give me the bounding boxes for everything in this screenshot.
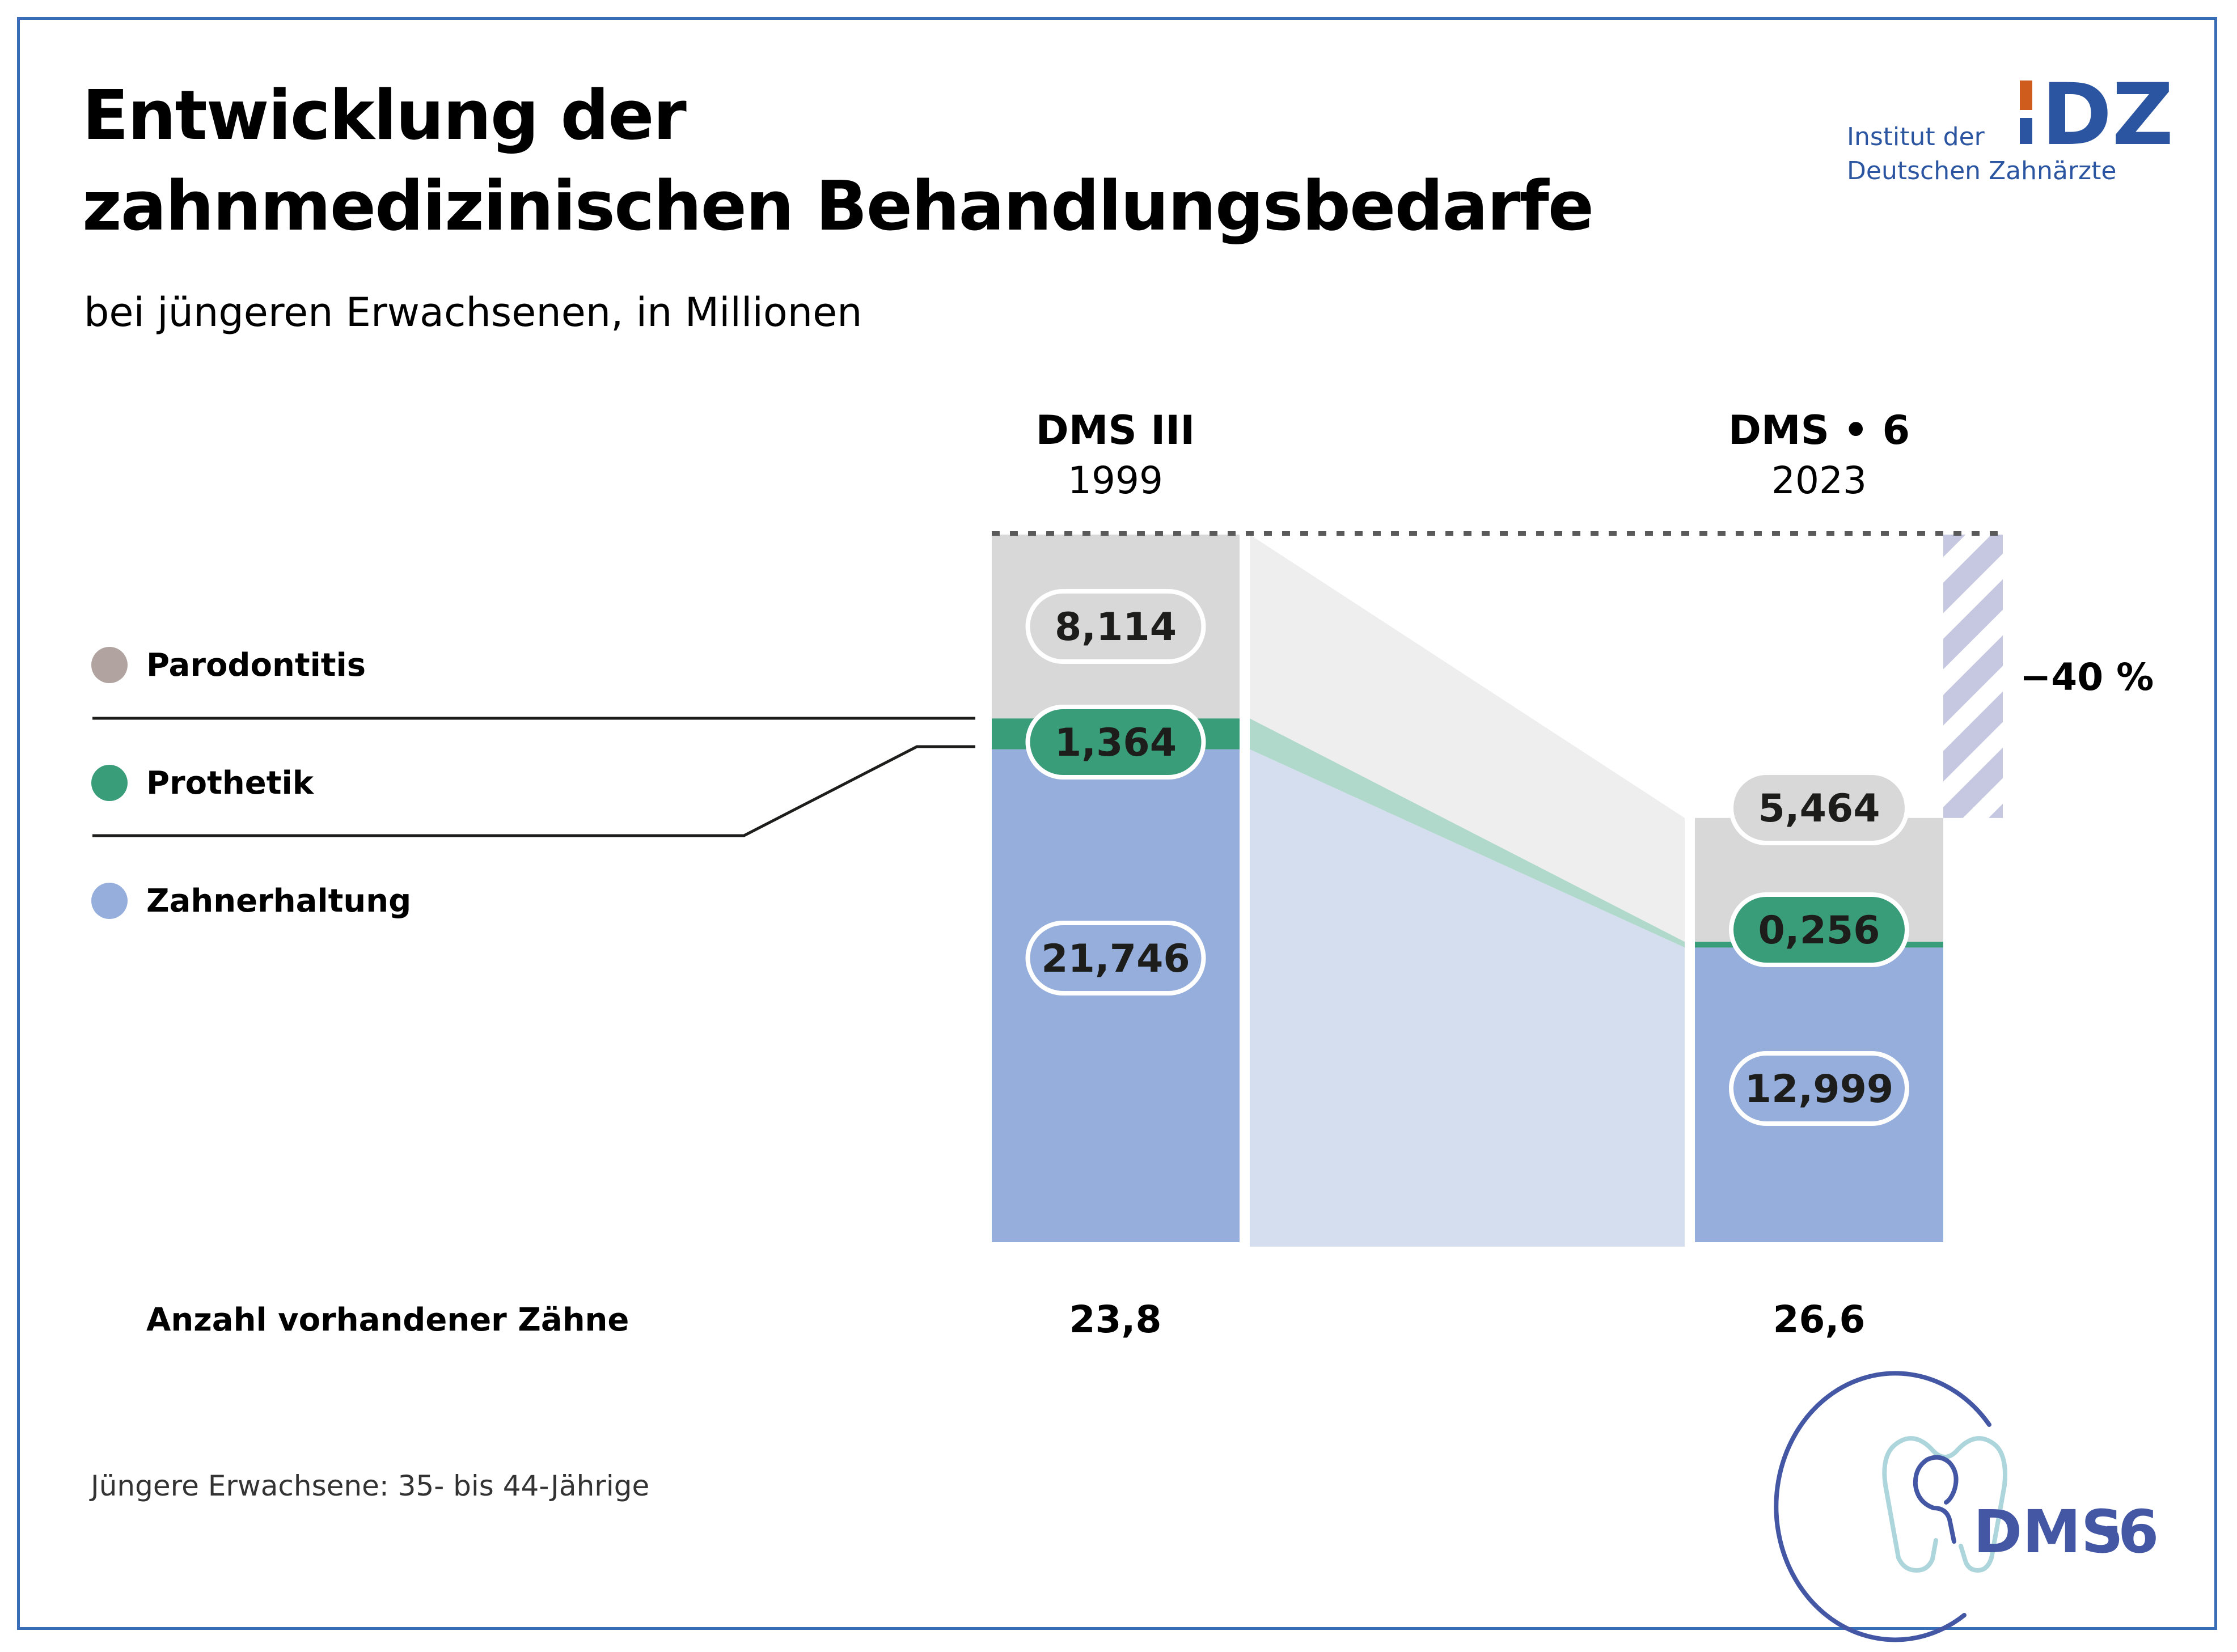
flow-zahnerhaltung bbox=[1250, 749, 1685, 1247]
bar-zahnerhaltung-1999 bbox=[992, 749, 1240, 1242]
column-header-dms3: DMS III bbox=[1036, 407, 1195, 454]
idz-logo-line2: Deutschen Zahnärzte bbox=[1847, 156, 2116, 185]
value-parodontitis-2023-label: 5,464 bbox=[1758, 786, 1880, 831]
legend-leader-line-bottom bbox=[92, 745, 975, 837]
page-title-line1: Entwicklung der bbox=[82, 77, 687, 155]
legend-label-zahnerhaltung: Zahnerhaltung bbox=[146, 883, 411, 920]
legend-dot-zahnerhaltung bbox=[91, 883, 128, 919]
value-parodontitis-1999-pill bbox=[1025, 589, 1206, 664]
idz-logo-line1: Institut der bbox=[1847, 122, 1985, 151]
value-parodontitis-1999-label: 8,114 bbox=[1055, 605, 1177, 650]
page-title-line2: zahnmedizinischen Behandlungsbedarfe bbox=[82, 167, 1593, 246]
flow-prothetik bbox=[1250, 718, 1685, 948]
value-parodontitis-2023-pill bbox=[1729, 770, 1909, 845]
column-year-2023: 2023 bbox=[1771, 459, 1867, 502]
teeth-count-2023: 26,6 bbox=[1773, 1298, 1866, 1341]
page-subtitle: bei jüngeren Erwachsenen, in Millionen bbox=[84, 289, 862, 336]
idz-logo-mark: DZ bbox=[2041, 66, 2173, 164]
value-prothetik-1999-pill bbox=[1025, 705, 1206, 780]
dms6-logo-dot: · bbox=[2101, 1497, 2124, 1566]
tooth-icon bbox=[1882, 1436, 2007, 1573]
legend-dot-parodontitis bbox=[91, 647, 128, 683]
idz-logo: DZ Institut der Deutschen Zahnärzte bbox=[1847, 66, 2173, 185]
footnote: Jüngere Erwachsene: 35- bis 44-Jährige bbox=[89, 1469, 649, 1502]
change-annotation: −40 % bbox=[2020, 655, 2154, 699]
idz-logo-i-bar bbox=[2020, 118, 2032, 144]
dms6-logo-text: DMS bbox=[1973, 1497, 2124, 1566]
flow-parodontitis bbox=[1250, 535, 1685, 942]
idz-logo-accent-bar bbox=[2020, 81, 2032, 110]
legend-label-parodontitis: Parodontitis bbox=[146, 647, 366, 684]
decrease-hatch-column bbox=[1943, 535, 2003, 818]
dms6-logo: DMS · 6 bbox=[1774, 1371, 2159, 1642]
value-prothetik-1999-label: 1,364 bbox=[1055, 721, 1177, 765]
column-header-dms6: DMS • 6 bbox=[1728, 407, 1910, 454]
dms6-logo-number: 6 bbox=[2118, 1497, 2159, 1566]
legend: Parodontitis Prothetik Zahnerhaltung bbox=[91, 647, 975, 920]
chart-frame bbox=[17, 17, 2217, 1630]
legend-dot-prothetik bbox=[91, 765, 128, 801]
teeth-count-1999: 23,8 bbox=[1069, 1298, 1162, 1341]
column-year-1999: 1999 bbox=[1068, 459, 1163, 502]
value-zahnerhaltung-1999-label: 21,746 bbox=[1041, 937, 1190, 981]
dental-mirror-icon bbox=[1913, 1455, 1959, 1544]
value-prothetik-2023-pill bbox=[1729, 892, 1909, 967]
value-zahnerhaltung-2023-label: 12,999 bbox=[1745, 1067, 1893, 1112]
value-prothetik-2023-label: 0,256 bbox=[1758, 908, 1880, 953]
dms6-logo-arc bbox=[1774, 1371, 1991, 1642]
value-zahnerhaltung-2023-pill bbox=[1729, 1051, 1909, 1126]
legend-label-prothetik: Prothetik bbox=[146, 765, 315, 802]
teeth-count-label: Anzahl vorhandener Zähne bbox=[146, 1302, 629, 1338]
value-zahnerhaltung-1999-pill bbox=[1025, 921, 1206, 996]
